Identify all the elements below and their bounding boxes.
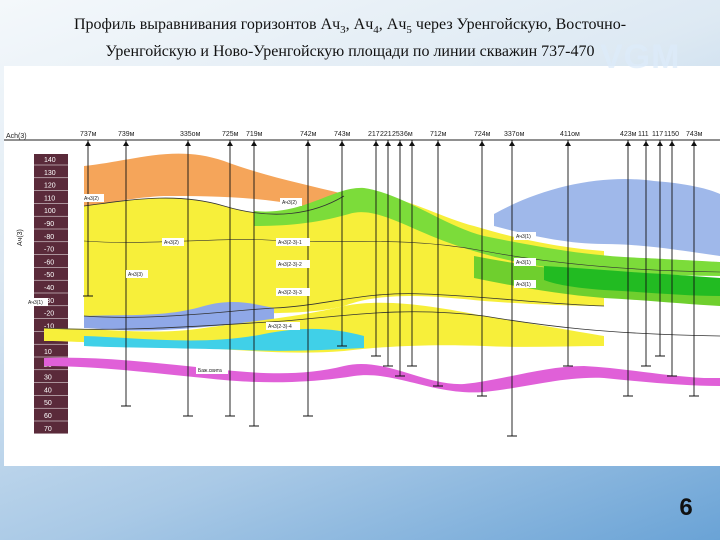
scale-tick-label: 30 [44,375,52,382]
well-label: 6м [404,131,413,138]
well-label: 719м [246,131,263,138]
well-label: 742м [300,131,317,138]
scale-tick-label: 140 [44,157,56,164]
left-header: Ach(3) [6,133,27,140]
scale-side-label: Ач(3) [17,229,24,246]
horizon-label: Ач3(2-3)-3 [278,290,302,296]
horizon-label: Ач3(2) [84,196,99,202]
scale-tick-label: 60 [44,413,52,420]
vgm-watermark: VGM [600,38,681,76]
well-top-marker [227,141,233,146]
scale-tick-label: 110 [44,195,55,202]
stratum-green-3 [544,266,720,296]
horizon-line-1 [83,195,345,215]
well-label: 725м [222,131,239,138]
horizon-label: Ач3(1) [516,282,531,288]
well-label: 423м [620,131,637,138]
strata [43,153,720,393]
well-top-marker [625,141,631,146]
scale-tick-label: -90 [44,221,54,228]
well-label: 712м [430,131,447,138]
well-labels: 737м 739м 335ом 725м 719м 742м 743м 217 221 253 6м… [80,131,703,138]
scale-tick-label: 40 [44,387,52,394]
page-title: Профиль выравнивания горизонтов Ач3, Ач4… [73,16,627,61]
page-number: 6 [679,494,693,521]
horizon-labels: Ач3(2) Ач3(2) Ач3(2) Ач3(3) Ач3(2-3)-1 А… [26,194,536,374]
well-label: 217 [368,131,380,138]
well-top-marker [185,141,191,146]
horizon-label: Ач3(1) [516,260,531,266]
scale-tick-label: 70 [44,426,52,433]
scale-tick-label: -80 [44,234,54,241]
horizon-label: Ач3(2) [282,200,297,206]
well-top-marker [657,141,663,146]
well-label: 737м [80,131,97,138]
horizon-label: Баж.свита [198,368,222,374]
geologic-profile-panel: 140 130 120 110 100 -90 -80 -70 -60 -50 -40 -30 -20 -… [4,66,720,466]
scale-tick-label: -10 [44,323,54,330]
scale-tick-label: -70 [44,247,54,254]
depth-scale: 140 130 120 110 100 -90 -80 -70 -60 -50 -40 -30 -20 -… [34,154,68,435]
horizon-label: Ач3(2-3)-2 [278,262,302,268]
horizon-line-3 [43,311,720,337]
horizon-line-2 [83,293,605,318]
scale-tick-label: 50 [44,400,52,407]
well-top-marker [409,141,415,146]
well-top-marker [85,141,91,146]
well-label: 337ом [504,131,525,138]
well-label: 743м [686,131,703,138]
well-top-marker [251,141,257,146]
well-label: 1150 [664,131,679,138]
well-label: 411ом [560,131,580,138]
horizon-label: Ач3(2-3)-4 [268,324,292,330]
horizon-line-4 [83,239,720,273]
well-top-marker [305,141,311,146]
scale-tick-label: 100 [44,208,56,215]
well-top-marker [435,141,441,146]
well-top-marker [669,141,675,146]
stratum-bazhenov [44,357,720,393]
well-top-marker [373,141,379,146]
scale-tick-label: -20 [44,311,54,318]
horizon-label: Ач3(2) [164,240,179,246]
well-top-marker [691,141,697,146]
stratum-orange [84,153,344,206]
stratum-cyan [84,328,364,351]
well-top-marker [565,141,571,146]
well-label: 724м [474,131,491,138]
scale-tick-label: 120 [44,183,56,190]
horizon-label: Ач3(1) [516,234,531,240]
well-label: 117 [652,131,663,138]
well-label: 253 [392,131,404,138]
scale-tick-label: 130 [44,170,56,177]
well-label: 743м [334,131,351,138]
well-label: 111 [638,131,649,138]
geologic-profile: 140 130 120 110 100 -90 -80 -70 -60 -50 -40 -30 -20 -… [4,131,720,437]
stratum-yellow-lower [44,302,604,353]
well-top-marker [479,141,485,146]
scale-tick-label: -50 [44,272,54,279]
well-top-marker [339,141,345,146]
stratum-green-1 [254,187,720,276]
scale-tick-label: -30 [44,298,54,305]
well-top-marker [385,141,391,146]
well-label: 221 [380,131,392,138]
well-label: 739м [118,131,135,138]
well-top-marker [397,141,403,146]
stratum-blue-upper [494,179,720,256]
scale-tick-label: 10 [44,349,52,356]
horizon-label: Ач3(1) [28,300,43,306]
stratum-yellow-main [84,193,604,319]
scale-tick-label: -40 [44,285,54,292]
stratum-blue-lower [84,302,274,331]
well-top-marker [509,141,515,146]
scale-tick-label: -60 [44,259,54,266]
well-label: 335ом [180,131,201,138]
well-top-marker [643,141,649,146]
well-top-marker [123,141,129,146]
horizon-label: Ач3(2-3)-1 [278,240,302,246]
horizon-label: Ач3(3) [128,272,143,278]
well-lines [83,140,699,437]
